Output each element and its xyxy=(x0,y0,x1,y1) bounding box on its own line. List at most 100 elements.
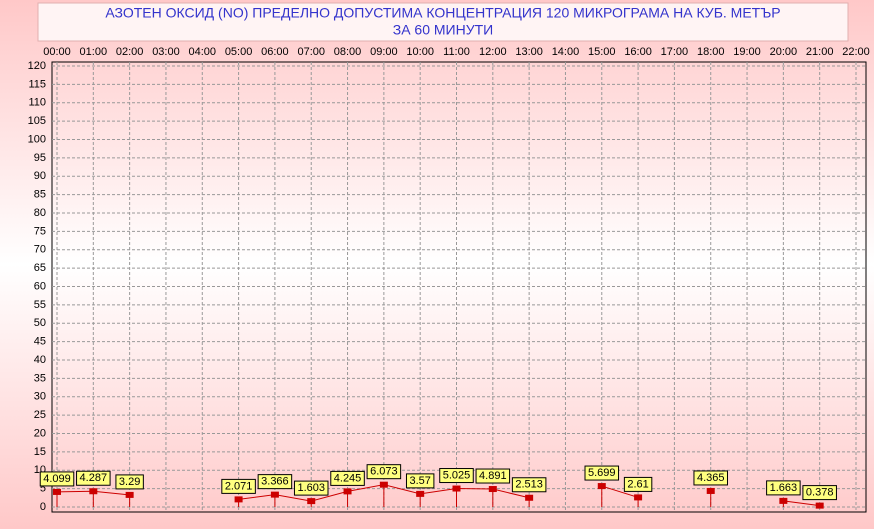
value-label-box xyxy=(623,476,653,492)
y-tick-label: 85 xyxy=(34,189,46,201)
value-label: 3.366 xyxy=(261,476,289,488)
y-tick-label: 65 xyxy=(34,262,46,274)
title-box xyxy=(37,2,849,42)
x-tick-label: 09:00 xyxy=(370,46,398,58)
chart-title: АЗОТЕН ОКСИД (NO) ПРЕДЕЛНО ДОПУСТИМА КОН… xyxy=(105,5,780,21)
value-label: 2.61 xyxy=(627,478,648,490)
value-label: 0.378 xyxy=(806,487,834,499)
point-marker xyxy=(53,488,61,495)
y-tick-label: 95 xyxy=(34,152,46,164)
x-tick-label: 18:00 xyxy=(697,46,725,58)
value-label-box xyxy=(293,480,329,496)
y-tick-label: 80 xyxy=(34,207,46,219)
value-label-box xyxy=(330,470,365,486)
value-label: 4.891 xyxy=(479,470,507,482)
value-label-box xyxy=(584,465,620,481)
chart-subtitle: ЗА 60 МИНУТИ xyxy=(393,22,494,38)
y-tick-label: 105 xyxy=(28,115,46,127)
y-tick-label: 50 xyxy=(34,317,46,329)
value-label-box xyxy=(511,477,547,493)
value-label: 3.29 xyxy=(119,476,140,488)
y-tick-label: 115 xyxy=(28,78,46,90)
y-tick-label: 20 xyxy=(34,427,46,439)
point-marker xyxy=(379,481,388,488)
x-tick-label: 05:00 xyxy=(225,46,253,58)
point-marker xyxy=(270,491,279,498)
x-tick-label: 19:00 xyxy=(733,46,761,58)
value-label-box xyxy=(257,474,293,490)
x-tick-label: 16:00 xyxy=(624,46,652,58)
value-label-box xyxy=(115,474,144,490)
y-tick-label: 70 xyxy=(34,244,46,256)
y-tick-label: 30 xyxy=(34,391,46,403)
point-marker xyxy=(234,496,243,503)
point-marker xyxy=(125,491,134,498)
x-tick-label: 07:00 xyxy=(297,46,325,58)
y-tick-label: 45 xyxy=(34,336,46,348)
y-tick-label: 60 xyxy=(34,280,46,292)
value-label-box xyxy=(475,468,511,484)
value-label-box xyxy=(405,473,435,489)
value-label: 4.245 xyxy=(334,472,362,484)
point-marker xyxy=(597,483,606,490)
value-label: 4.099 xyxy=(43,473,71,485)
value-label: 4.365 xyxy=(697,472,725,484)
y-tick-label: 15 xyxy=(34,446,46,458)
y-tick-label: 35 xyxy=(34,372,46,384)
value-label-box xyxy=(366,464,402,480)
y-tick-label: 100 xyxy=(28,133,46,145)
y-tick-label: 110 xyxy=(28,97,46,109)
point-marker xyxy=(452,485,461,492)
value-label: 6.073 xyxy=(370,466,398,478)
value-label: 1.603 xyxy=(297,482,325,494)
x-tick-label: 02:00 xyxy=(116,46,144,58)
value-label: 1.663 xyxy=(770,482,798,494)
value-label-box xyxy=(693,470,728,486)
value-label-box xyxy=(439,468,474,484)
value-label: 5.699 xyxy=(588,467,616,479)
y-tick-label: 120 xyxy=(28,60,46,72)
x-tick-label: 01:00 xyxy=(80,46,108,58)
point-marker xyxy=(634,494,643,501)
y-tick-label: 25 xyxy=(34,409,46,421)
point-marker xyxy=(706,487,715,494)
y-tick-label: 90 xyxy=(34,170,46,182)
y-tick-label: 0 xyxy=(40,501,46,513)
y-tick-label: 5 xyxy=(40,483,46,495)
point-marker xyxy=(815,502,824,509)
point-marker xyxy=(416,490,425,497)
value-label-box xyxy=(76,470,111,486)
value-label: 2.513 xyxy=(515,479,543,491)
value-label-box xyxy=(802,485,837,501)
x-tick-label: 11:00 xyxy=(443,46,470,58)
y-tick-label: 55 xyxy=(34,299,46,311)
x-tick-label: 12:00 xyxy=(479,46,507,58)
x-tick-label: 21:00 xyxy=(806,46,834,58)
x-tick-label: 22:00 xyxy=(842,46,870,58)
x-tick-label: 00:00 xyxy=(43,46,71,58)
x-tick-label: 10:00 xyxy=(406,46,434,58)
x-tick-label: 20:00 xyxy=(770,46,798,58)
x-tick-label: 06:00 xyxy=(261,46,289,58)
point-marker xyxy=(343,488,352,495)
x-tick-label: 15:00 xyxy=(588,46,616,58)
point-marker xyxy=(307,498,316,505)
value-label-box xyxy=(221,478,256,494)
x-tick-label: 17:00 xyxy=(661,46,689,58)
y-tick-label: 75 xyxy=(34,225,46,237)
x-tick-label: 14:00 xyxy=(552,46,580,58)
y-tick-label: 40 xyxy=(34,354,46,366)
value-label-box xyxy=(766,480,801,496)
point-marker xyxy=(89,488,98,495)
x-tick-label: 13:00 xyxy=(515,46,543,58)
value-label: 5.025 xyxy=(443,469,471,481)
point-marker xyxy=(525,494,534,501)
value-label: 3.57 xyxy=(409,475,430,487)
x-tick-label: 03:00 xyxy=(152,46,180,58)
x-tick-label: 04:00 xyxy=(189,46,217,58)
x-tick-label: 08:00 xyxy=(334,46,362,58)
point-marker xyxy=(488,486,497,493)
value-label: 2.071 xyxy=(225,480,253,492)
